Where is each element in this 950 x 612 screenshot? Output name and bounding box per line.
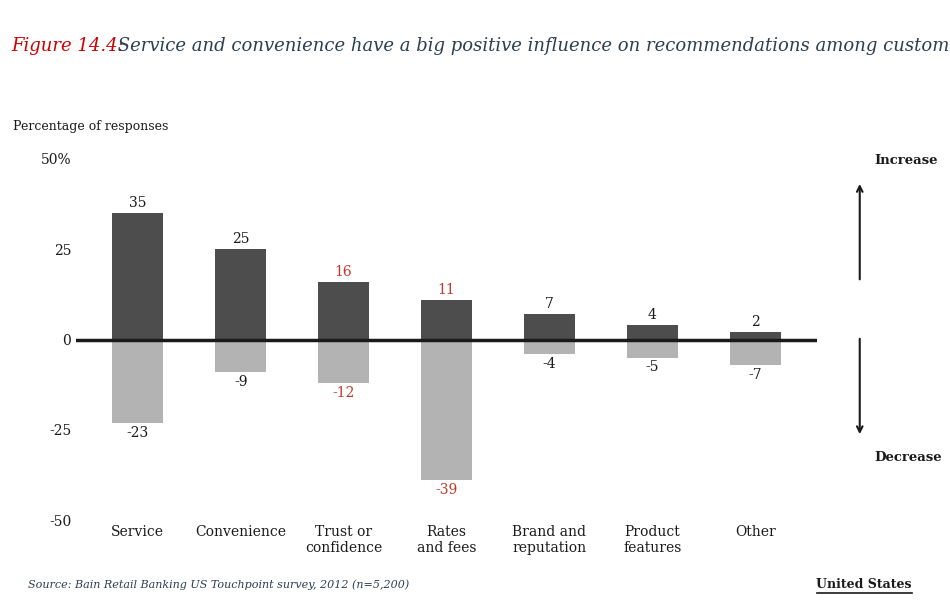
Bar xyxy=(215,340,266,372)
Text: 11: 11 xyxy=(438,283,455,297)
Bar xyxy=(730,340,781,365)
Text: 25: 25 xyxy=(232,233,250,246)
Bar xyxy=(112,340,163,423)
Text: United States: United States xyxy=(816,578,912,591)
Text: -7: -7 xyxy=(749,368,762,382)
Text: -4: -4 xyxy=(542,357,557,371)
Text: Increase: Increase xyxy=(874,154,938,168)
Text: Source: Bain Retail Banking US Touchpoint survey, 2012 (n=5,200): Source: Bain Retail Banking US Touchpoin… xyxy=(28,579,409,589)
Text: Primary reasons for increase or decrease in likelihood to recommend: Primary reasons for increase or decrease… xyxy=(164,100,757,114)
Text: -9: -9 xyxy=(234,375,247,389)
Text: Figure 14.4:: Figure 14.4: xyxy=(11,37,124,55)
Bar xyxy=(523,314,575,340)
Bar xyxy=(523,340,575,354)
Text: 4: 4 xyxy=(648,308,656,322)
Bar xyxy=(730,332,781,340)
Text: Decrease: Decrease xyxy=(874,450,941,464)
Text: Service and convenience have a big positive influence on recommendations among c: Service and convenience have a big posit… xyxy=(112,37,950,55)
Bar xyxy=(112,213,163,340)
Bar xyxy=(627,325,678,340)
Text: -23: -23 xyxy=(126,425,149,439)
Text: -12: -12 xyxy=(332,386,354,400)
Text: -39: -39 xyxy=(435,483,458,498)
Text: 2: 2 xyxy=(750,315,760,329)
Text: 7: 7 xyxy=(545,297,554,312)
Bar xyxy=(318,340,370,383)
Text: Percentage of responses: Percentage of responses xyxy=(13,120,168,133)
Text: 35: 35 xyxy=(129,196,146,210)
Bar xyxy=(421,300,472,340)
Bar xyxy=(627,340,678,357)
Bar xyxy=(421,340,472,480)
Bar xyxy=(215,249,266,340)
Text: 16: 16 xyxy=(334,265,352,279)
Bar xyxy=(318,282,370,340)
Text: -5: -5 xyxy=(646,360,659,375)
